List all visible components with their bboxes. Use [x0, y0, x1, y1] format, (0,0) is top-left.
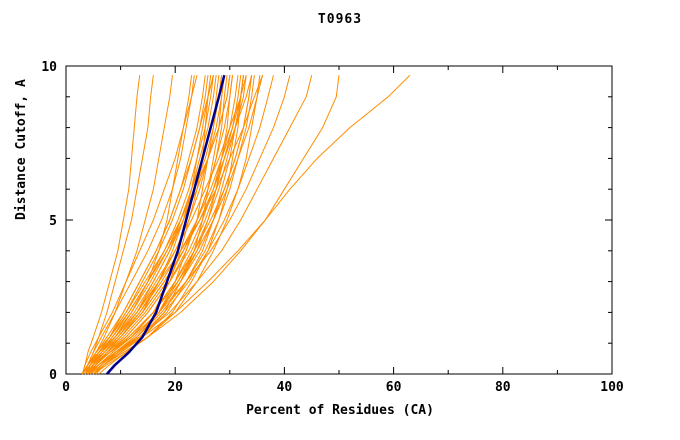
model-curve — [95, 75, 244, 375]
model-curve — [87, 75, 255, 375]
model-curve — [98, 75, 244, 375]
model-curve — [81, 75, 154, 375]
model-curve — [92, 75, 253, 375]
x-tick-label: 20 — [167, 380, 183, 395]
model-curve — [84, 75, 173, 375]
model-curve — [81, 75, 198, 375]
model-curve — [87, 75, 214, 375]
x-tick-label: 60 — [386, 380, 402, 395]
model-curve — [92, 75, 340, 375]
y-tick-label: 0 — [49, 368, 57, 383]
model-curve — [87, 75, 206, 375]
model-curve — [81, 75, 141, 375]
y-tick-label: 5 — [49, 214, 57, 229]
x-axis-label: Percent of Residues (CA) — [246, 403, 434, 418]
x-tick-label: 40 — [277, 380, 293, 395]
chart-title: T0963 — [317, 12, 363, 27]
model-curve — [81, 75, 264, 375]
highlighted-model-curve — [106, 74, 226, 375]
model-curve — [87, 75, 264, 375]
x-tick-label: 0 — [62, 380, 70, 395]
x-tick-label: 80 — [495, 380, 511, 395]
y-tick-label: 10 — [41, 60, 57, 75]
x-tick-label: 100 — [600, 380, 624, 395]
